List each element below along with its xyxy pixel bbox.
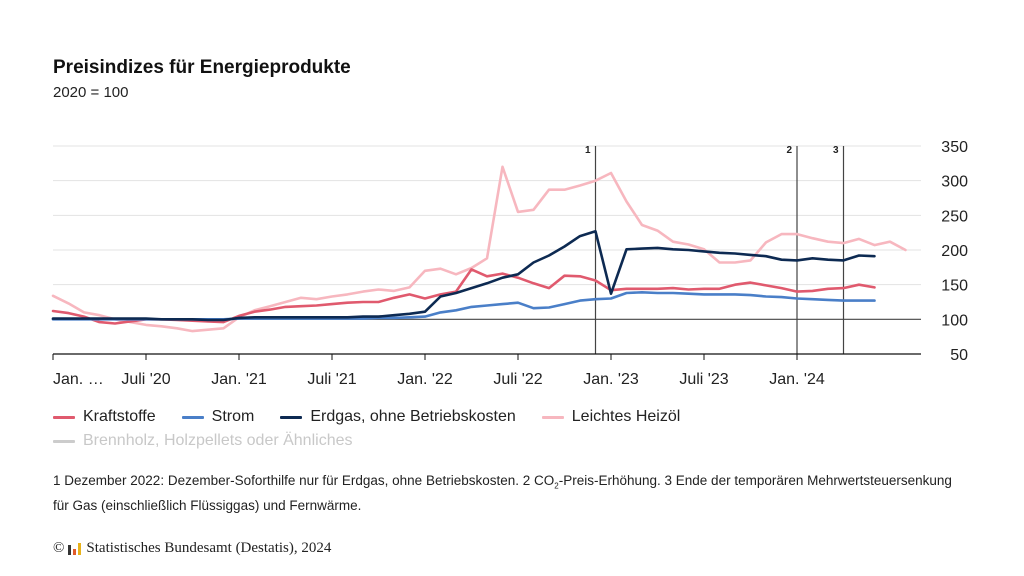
- chart-subtitle: 2020 = 100: [53, 84, 129, 101]
- series-line-strom: [51, 290, 876, 321]
- legend-swatch: [181, 415, 204, 419]
- y-tick-label: 300: [941, 174, 968, 191]
- y-tick-label: 50: [950, 347, 968, 364]
- y-tick-label: 200: [941, 243, 968, 260]
- copyright-symbol: ©: [53, 540, 65, 556]
- x-tick-label: Juli '23: [679, 371, 728, 388]
- y-tick-label: 350: [941, 139, 968, 156]
- legend-label: Kraftstoffe: [83, 408, 156, 425]
- annotation-label: 2: [786, 145, 792, 156]
- legend-item-strom[interactable]: Strom: [181, 408, 255, 426]
- destatis-logo-icon: [68, 542, 82, 555]
- y-tick-label: 150: [941, 278, 968, 295]
- series-lines: [51, 165, 907, 333]
- legend-label: Leichtes Heizöl: [571, 408, 681, 425]
- x-tick-label: Jan. …: [53, 371, 104, 388]
- annotation-label: 1: [585, 145, 591, 156]
- legend-swatch: [53, 439, 75, 443]
- y-tick-label: 250: [941, 208, 968, 225]
- y-tick-label: 100: [941, 312, 968, 329]
- x-tick-label: Jan. '24: [769, 371, 825, 388]
- legend-swatch: [280, 415, 303, 419]
- x-tick-label: Juli '22: [493, 371, 542, 388]
- x-tick-label: Jan. '21: [211, 371, 267, 388]
- footnote-part1: 1 Dezember 2022: Dezember-Soforthilfe nu…: [53, 473, 555, 488]
- annotation-label: 3: [833, 145, 839, 156]
- source-text: Statistisches Bundesamt (Destatis), 2024: [86, 540, 332, 556]
- source-credit: © Statistisches Bundesamt (Destatis), 20…: [53, 540, 331, 557]
- legend-swatch: [53, 415, 75, 419]
- legend-label: Erdgas, ohne Betriebskosten: [310, 408, 516, 425]
- footnote-part2: -Preis-Erhöhung. 3 Ende der temporären M…: [53, 473, 952, 513]
- grid-lines: [53, 145, 921, 286]
- legend-label: Brennholz, Holzpellets oder Ähnliches: [83, 432, 353, 449]
- line-chart: 50 100 150 200 250 300 350 Jan. … Juli '20 Jan. '…: [51, 139, 968, 388]
- legend-item-erdgas[interactable]: Erdgas, ohne Betriebskosten: [280, 408, 516, 426]
- x-tick-label: Jan. '23: [583, 371, 639, 388]
- legend-label: Strom: [211, 408, 255, 425]
- legend-item-kraftstoffe[interactable]: Kraftstoffe: [53, 408, 156, 426]
- footnote: 1 Dezember 2022: Dezember-Soforthilfe nu…: [53, 471, 953, 515]
- legend: Kraftstoffe Strom Erdgas, ohne Betriebsk…: [53, 405, 953, 453]
- series-line-leichtes-heizöl: [51, 165, 907, 333]
- series-line-erdgas-ohne-betriebskosten: [51, 230, 876, 322]
- x-tick-label: Jan. '22: [397, 371, 453, 388]
- x-tick-label: Juli '20: [121, 371, 170, 388]
- legend-item-brennholz[interactable]: Brennholz, Holzpellets oder Ähnliches: [53, 432, 352, 450]
- x-tick-label: Juli '21: [307, 371, 356, 388]
- legend-swatch: [541, 415, 564, 419]
- footnote-subscript: 2: [554, 481, 559, 491]
- legend-item-heizoel[interactable]: Leichtes Heizöl: [541, 408, 681, 426]
- axes: [52, 318, 921, 360]
- tick-labels: 50 100 150 200 250 300 350 Jan. … Juli '20 Jan. '…: [53, 139, 968, 388]
- chart-title: Preisindizes für Energieprodukte: [53, 57, 351, 78]
